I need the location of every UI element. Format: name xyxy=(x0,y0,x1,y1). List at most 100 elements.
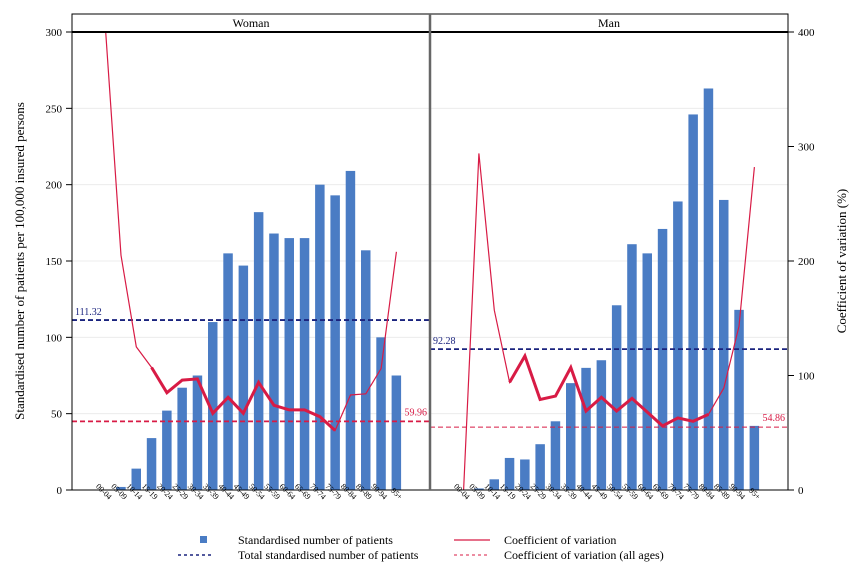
bar xyxy=(520,459,530,490)
total-label: 92.28 xyxy=(433,336,456,347)
x-tick-label: 75-79 xyxy=(324,482,344,502)
bar xyxy=(299,238,310,490)
bar xyxy=(749,425,760,490)
x-tick-label: 00-04 xyxy=(452,482,472,502)
panel-title: Man xyxy=(598,16,620,30)
x-tick-label: 60-64 xyxy=(278,482,298,502)
x-tick-label: 90-94 xyxy=(369,482,389,502)
x-tick-label: 70-74 xyxy=(666,482,686,502)
x-tick-label: 00-04 xyxy=(94,482,114,502)
x-tick-label: 55-59 xyxy=(620,482,640,502)
bar xyxy=(581,367,591,490)
y-tick-label: 0 xyxy=(57,485,63,497)
bar xyxy=(376,337,386,490)
x-tick-label: 15-19 xyxy=(140,482,160,502)
x-tick-label: 05-09 xyxy=(467,482,487,502)
y2-tick-label: 300 xyxy=(798,142,815,154)
x-tick-label: 20-24 xyxy=(513,482,533,502)
y-tick-label: 200 xyxy=(46,180,63,192)
x-tick-label: 15-19 xyxy=(498,482,518,502)
x-tick-label: 60-64 xyxy=(636,482,656,502)
y2-tick-label: 200 xyxy=(798,256,815,268)
bar xyxy=(253,212,264,490)
bar xyxy=(504,457,515,490)
cv-line-emphasis xyxy=(508,352,710,428)
total-label: 111.32 xyxy=(75,307,102,318)
panel-title: Woman xyxy=(232,16,269,30)
y2-tick-label: 0 xyxy=(798,485,804,497)
x-tick-label: 45-49 xyxy=(232,482,252,502)
x-tick-label: 85-89 xyxy=(354,482,374,502)
x-tick-label: 55-59 xyxy=(262,482,282,502)
x-tick-label: 65-69 xyxy=(651,482,671,502)
x-tick-label: 80-84 xyxy=(697,482,717,502)
x-tick-label: 25-29 xyxy=(171,482,191,502)
x-tick-label: 35-39 xyxy=(559,482,579,502)
y-tick-label: 50 xyxy=(51,409,63,421)
cv-all-label: 54.86 xyxy=(763,413,786,424)
legend-label: Total standardised number of patients xyxy=(238,548,419,562)
bar xyxy=(703,88,714,490)
legend-label: Coefficient of variation (all ages) xyxy=(504,548,664,562)
bar xyxy=(474,488,484,490)
x-tick-label: 95+ xyxy=(389,486,405,502)
bar xyxy=(269,233,279,490)
legend-label: Coefficient of variation xyxy=(504,533,616,547)
bar xyxy=(162,410,172,490)
bar xyxy=(657,228,668,490)
y-tick-label: 150 xyxy=(46,256,63,268)
x-tick-label: 50-54 xyxy=(605,482,625,502)
bar xyxy=(673,201,683,490)
bar xyxy=(315,184,325,490)
x-tick-label: 85-89 xyxy=(712,482,732,502)
bar xyxy=(192,375,203,490)
x-tick-label: 05-09 xyxy=(109,482,129,502)
x-tick-label: 35-39 xyxy=(201,482,221,502)
x-tick-label: 65-69 xyxy=(293,482,313,502)
bar xyxy=(734,309,744,490)
x-tick-label: 25-29 xyxy=(529,482,549,502)
bar xyxy=(116,486,126,490)
bar xyxy=(177,387,187,490)
y2-tick-label: 100 xyxy=(798,371,815,383)
y-tick-label: 100 xyxy=(46,332,63,344)
bar xyxy=(719,199,729,490)
x-tick-label: 10-14 xyxy=(483,482,503,502)
y-axis-label: Standardised number of patients per 100,… xyxy=(12,102,27,420)
x-tick-label: 30-34 xyxy=(544,482,564,502)
x-tick-label: 40-44 xyxy=(574,482,594,502)
y-tick-label: 300 xyxy=(46,27,63,39)
x-tick-label: 75-79 xyxy=(682,482,702,502)
bar xyxy=(642,253,652,490)
x-tick-label: 10-14 xyxy=(125,482,145,502)
bar xyxy=(566,383,576,490)
x-tick-label: 90-94 xyxy=(727,482,747,502)
x-tick-label: 95+ xyxy=(747,486,763,502)
bar xyxy=(131,468,141,490)
bar xyxy=(345,170,356,490)
bar xyxy=(535,444,545,490)
x-tick-label: 20-24 xyxy=(155,482,175,502)
bar xyxy=(330,195,340,490)
bar xyxy=(550,421,561,490)
bar xyxy=(208,322,218,490)
bar xyxy=(596,360,607,490)
x-tick-label: 50-54 xyxy=(247,482,267,502)
x-tick-label: 40-44 xyxy=(216,482,236,502)
legend-swatch-patients xyxy=(200,536,207,543)
bar xyxy=(238,265,249,490)
x-tick-label: 30-34 xyxy=(186,482,206,502)
bar xyxy=(391,375,402,490)
x-tick-label: 45-49 xyxy=(590,482,610,502)
bar xyxy=(146,438,157,490)
legend-label: Standardised number of patients xyxy=(238,533,393,547)
cv-line-emphasis xyxy=(150,366,337,432)
bar xyxy=(361,250,371,490)
cv-all-label: 59.96 xyxy=(405,407,428,418)
bar xyxy=(489,479,499,490)
x-tick-label: 70-74 xyxy=(308,482,328,502)
x-tick-label: 80-84 xyxy=(339,482,359,502)
bar xyxy=(223,253,233,490)
bar xyxy=(688,114,698,490)
